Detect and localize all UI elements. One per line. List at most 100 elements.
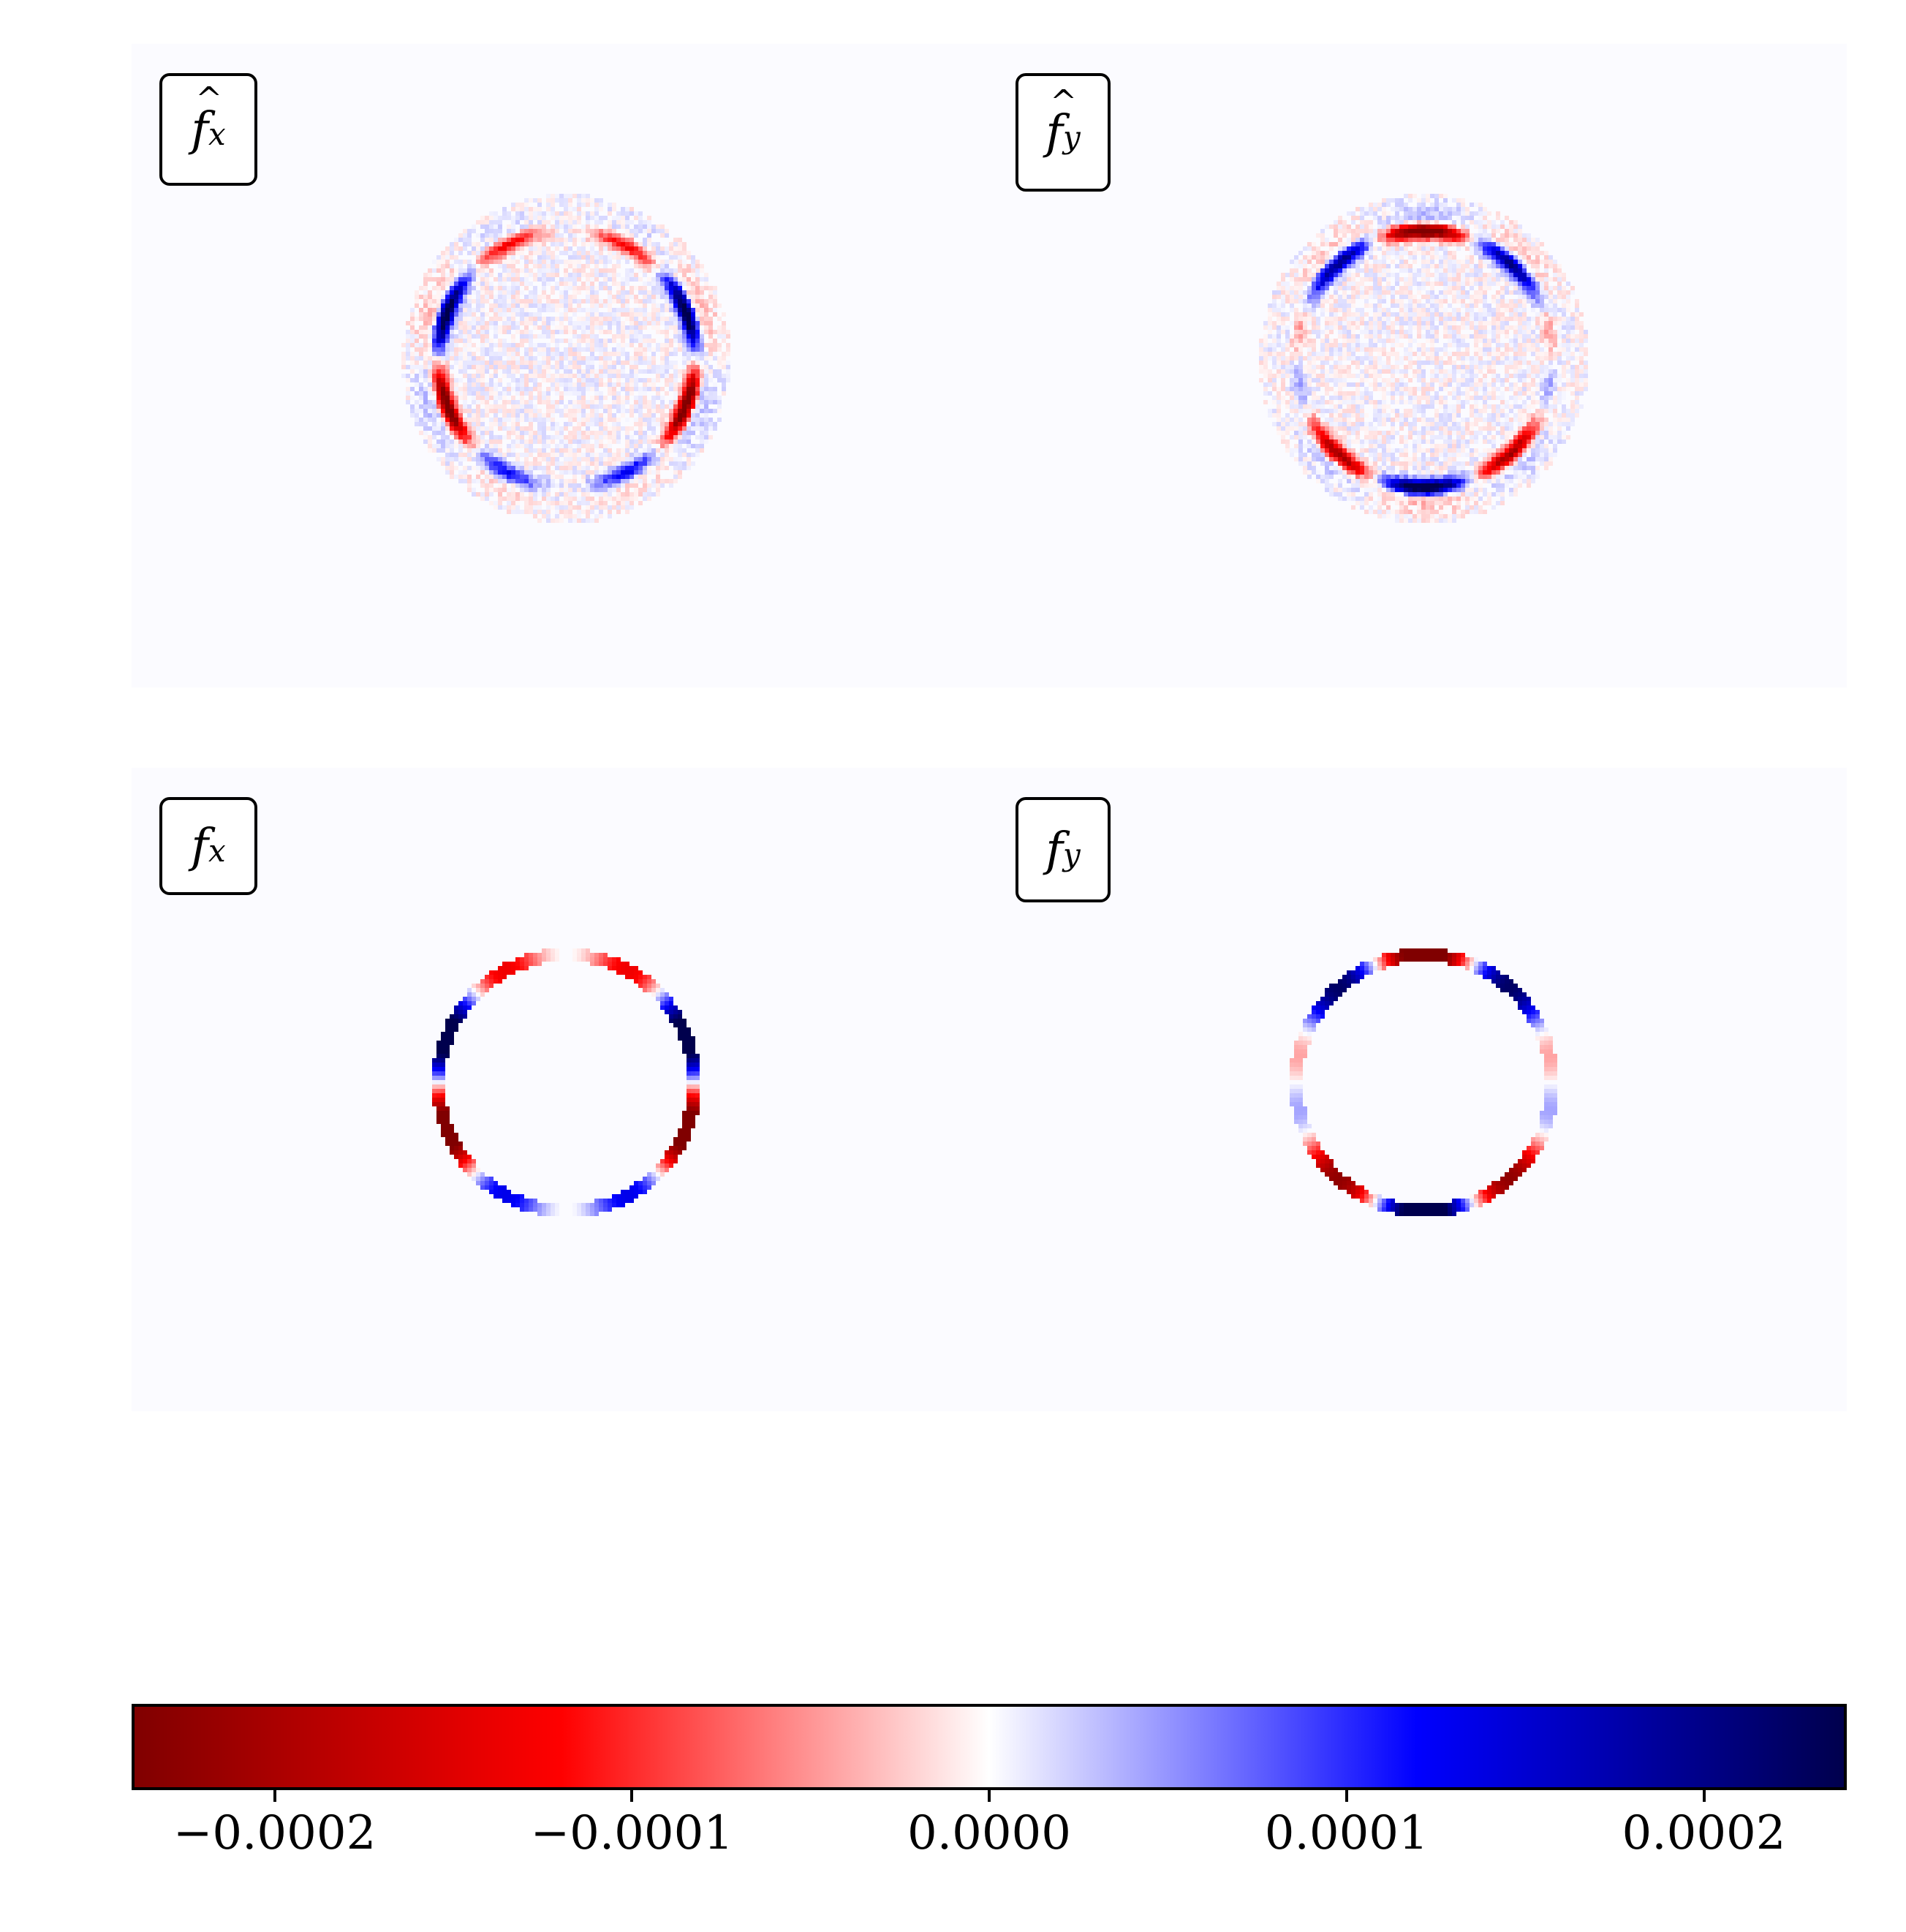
heatmap-cell bbox=[634, 260, 638, 264]
heatmap-cell bbox=[1342, 229, 1347, 233]
heatmap-cell bbox=[1426, 290, 1430, 295]
heatmap-cell bbox=[529, 361, 533, 365]
heatmap-cell bbox=[450, 347, 454, 352]
heatmap-cell bbox=[704, 282, 708, 286]
heatmap-cell bbox=[1369, 264, 1373, 268]
heatmap-cell bbox=[603, 339, 608, 343]
heatmap-cell bbox=[472, 242, 476, 246]
heatmap-cell bbox=[529, 422, 533, 426]
heatmap-cell bbox=[616, 352, 621, 356]
heatmap-cell bbox=[1391, 246, 1395, 251]
heatmap-cell bbox=[577, 483, 581, 488]
heatmap-cell bbox=[1404, 211, 1408, 216]
heatmap-cell bbox=[695, 330, 700, 334]
heatmap-cell bbox=[467, 479, 472, 483]
heatmap-cell bbox=[1527, 260, 1531, 264]
heatmap-cell bbox=[634, 374, 638, 378]
heatmap-cell bbox=[700, 374, 704, 378]
heatmap-cell bbox=[1355, 251, 1360, 255]
heatmap-cell bbox=[436, 382, 441, 387]
heatmap-cell bbox=[713, 339, 717, 343]
heatmap-cell bbox=[507, 343, 511, 347]
heatmap-cell bbox=[1312, 308, 1316, 312]
heatmap-cell bbox=[1386, 198, 1391, 203]
heatmap-cell bbox=[1342, 303, 1347, 308]
heatmap-cell bbox=[1408, 312, 1413, 317]
heatmap-cell bbox=[542, 246, 546, 251]
heatmap-cell bbox=[599, 461, 603, 466]
heatmap-cell bbox=[463, 286, 467, 290]
heatmap-cell bbox=[511, 268, 515, 273]
heatmap-cell bbox=[1351, 255, 1355, 260]
heatmap-cell bbox=[1421, 286, 1426, 290]
heatmap-cell bbox=[1421, 260, 1426, 264]
heatmap-cell bbox=[647, 277, 651, 282]
heatmap-cell bbox=[515, 378, 520, 382]
heatmap-cell bbox=[647, 216, 651, 220]
heatmap-cell bbox=[678, 396, 682, 400]
heatmap-cell bbox=[638, 431, 643, 435]
heatmap-cell bbox=[616, 321, 621, 325]
heatmap-cell bbox=[458, 317, 463, 321]
heatmap-cell bbox=[1470, 260, 1474, 264]
heatmap-cell bbox=[1421, 211, 1426, 216]
heatmap-cell bbox=[594, 321, 599, 325]
heatmap-cell bbox=[1465, 255, 1470, 260]
heatmap-cell bbox=[1527, 233, 1531, 238]
heatmap-cell bbox=[1312, 242, 1316, 246]
heatmap-cell bbox=[524, 431, 529, 435]
heatmap-cell bbox=[665, 286, 669, 290]
heatmap-cell bbox=[687, 343, 691, 347]
heatmap-cell bbox=[1461, 233, 1465, 238]
heatmap-cell bbox=[647, 461, 651, 466]
heatmap-cell bbox=[647, 343, 651, 347]
heatmap-cell bbox=[533, 404, 537, 409]
heatmap-cell bbox=[616, 492, 621, 497]
heatmap-cell bbox=[463, 295, 467, 299]
heatmap-cell bbox=[1399, 303, 1404, 308]
heatmap-cell bbox=[533, 448, 537, 453]
heatmap-cell bbox=[625, 448, 629, 453]
heatmap-cell bbox=[695, 299, 700, 303]
heatmap-cell bbox=[1448, 224, 1452, 229]
heatmap-cell bbox=[419, 369, 423, 374]
heatmap-cell bbox=[410, 352, 415, 356]
heatmap-cell bbox=[1522, 295, 1527, 299]
heatmap-cell bbox=[1483, 260, 1487, 264]
heatmap-cell bbox=[1377, 273, 1382, 277]
heatmap-cell bbox=[1461, 229, 1465, 233]
heatmap-cell bbox=[423, 343, 428, 347]
heatmap-cell bbox=[599, 330, 603, 334]
heatmap-cell bbox=[1465, 290, 1470, 295]
heatmap-cell bbox=[1272, 308, 1277, 312]
heatmap-cell bbox=[1312, 317, 1316, 321]
heatmap-cell bbox=[507, 290, 511, 295]
heatmap-cell bbox=[551, 374, 555, 378]
heatmap-cell bbox=[1272, 290, 1277, 295]
heatmap-cell bbox=[599, 369, 603, 374]
heatmap-cell bbox=[480, 238, 485, 242]
heatmap-cell bbox=[1531, 299, 1535, 303]
heatmap-cell bbox=[1307, 299, 1312, 303]
heatmap-cell bbox=[476, 426, 480, 431]
heatmap-cell bbox=[537, 501, 542, 505]
heatmap-cell bbox=[1408, 251, 1413, 255]
heatmap-cell bbox=[1452, 229, 1456, 233]
heatmap-cell bbox=[542, 514, 546, 518]
heatmap-cell bbox=[1531, 303, 1535, 308]
heatmap-cell bbox=[485, 264, 489, 268]
heatmap-cell bbox=[511, 273, 515, 277]
heatmap-cell bbox=[590, 518, 594, 523]
heatmap-cell bbox=[572, 273, 577, 277]
heatmap-cell bbox=[1338, 308, 1342, 312]
heatmap-cell bbox=[533, 369, 537, 374]
heatmap-cell bbox=[1544, 312, 1548, 317]
heatmap-cell bbox=[507, 387, 511, 391]
heatmap-cell bbox=[1456, 260, 1461, 264]
heatmap-cell bbox=[577, 286, 581, 290]
heatmap-cell bbox=[454, 426, 458, 431]
heatmap-cell bbox=[1452, 317, 1456, 321]
heatmap-cell bbox=[1439, 224, 1443, 229]
heatmap-cell bbox=[533, 277, 537, 282]
heatmap-cell bbox=[1470, 308, 1474, 312]
